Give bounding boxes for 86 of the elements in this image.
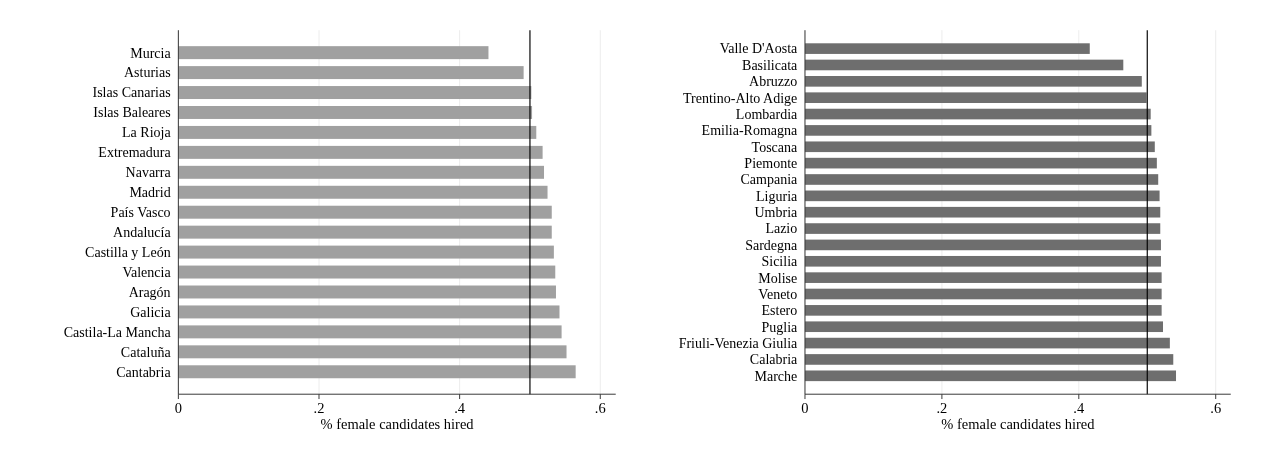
bar <box>804 43 1090 54</box>
y-tick-label: Toscana <box>751 139 799 155</box>
y-tick-label: Navarra <box>125 165 172 181</box>
bar <box>178 66 524 80</box>
y-tick-label: Basilicata <box>742 57 799 73</box>
y-tick-label: Emilia-Romagna <box>701 123 799 139</box>
x-tick-label: .4 <box>454 399 466 416</box>
y-tick-label: Castila-La Mancha <box>63 324 172 340</box>
y-tick-label: Molise <box>758 270 798 286</box>
y-tick-label: Campania <box>740 172 799 188</box>
x-axis-title: % female candidates hired <box>941 415 1096 432</box>
bar <box>804 92 1147 104</box>
y-tick-label: Valle D'Aosta <box>719 41 799 57</box>
y-tick-label: Sicilia <box>761 254 799 270</box>
y-tick-label: País Vasco <box>110 205 171 221</box>
bar <box>804 239 1161 251</box>
bar <box>178 185 548 199</box>
bar <box>178 365 576 379</box>
y-tick-label: Friuli-Venezia Giulia <box>678 335 799 351</box>
y-tick-label: Abruzzo <box>749 74 798 90</box>
bar <box>178 345 567 359</box>
y-tick-label: Cantabria <box>116 364 172 380</box>
bar <box>178 86 532 100</box>
bar <box>804 305 1162 316</box>
bar <box>804 76 1142 87</box>
x-tick-label: .2 <box>313 399 325 416</box>
x-tick-label: 0 <box>174 399 182 416</box>
y-tick-label: Marche <box>754 368 798 384</box>
y-tick-label: Estero <box>761 303 798 319</box>
y-tick-label: Cataluña <box>120 344 172 360</box>
bar <box>178 245 554 259</box>
x-tick-label: .6 <box>594 399 606 416</box>
bar <box>804 141 1155 153</box>
y-tick-label: Aragón <box>128 284 171 300</box>
y-tick-label: Lazio <box>765 221 798 237</box>
y-tick-label: Veneto <box>758 286 798 302</box>
bar <box>178 106 533 119</box>
y-tick-label: Piemonte <box>744 156 798 172</box>
bar <box>178 285 556 299</box>
bar <box>804 255 1161 267</box>
x-tick-label: .6 <box>1210 399 1222 416</box>
y-tick-label: Trentino-Alto Adige <box>683 90 798 106</box>
x-tick-label: 0 <box>801 399 809 416</box>
bar <box>804 206 1161 218</box>
y-tick-label: Calabria <box>749 352 799 368</box>
bar <box>804 174 1159 185</box>
bar <box>178 265 556 279</box>
y-tick-label: Madrid <box>129 185 171 201</box>
bar <box>178 125 537 139</box>
y-tick-label: Liguria <box>756 188 799 204</box>
y-tick-label: Galicia <box>130 304 172 320</box>
bar <box>804 157 1157 169</box>
bar <box>804 354 1174 365</box>
bar <box>804 59 1124 71</box>
bar <box>178 205 552 219</box>
y-tick-label: Valencia <box>122 264 172 280</box>
bar <box>804 321 1164 333</box>
bar <box>178 46 489 60</box>
bar <box>804 288 1162 300</box>
y-tick-label: Murcia <box>130 45 172 61</box>
x-tick-label: .2 <box>936 399 948 416</box>
bar <box>804 370 1177 382</box>
y-tick-label: Umbria <box>754 205 799 221</box>
bar <box>178 325 562 339</box>
bar <box>804 272 1162 283</box>
y-tick-label: Andalucía <box>113 225 172 241</box>
x-axis-title: % female candidates hired <box>320 415 475 432</box>
y-tick-label: Islas Baleares <box>93 105 171 121</box>
y-tick-label: Extremadura <box>98 145 172 161</box>
bar <box>804 337 1170 349</box>
bar <box>178 305 560 319</box>
bar <box>804 190 1160 202</box>
bar <box>804 108 1151 120</box>
x-tick-label: .4 <box>1073 399 1085 416</box>
y-tick-label: Sardegna <box>745 237 799 253</box>
y-tick-label: La Rioja <box>122 125 172 141</box>
y-tick-label: Asturias <box>123 65 171 81</box>
y-tick-label: Castilla y León <box>85 245 171 260</box>
y-tick-label: Puglia <box>761 319 799 335</box>
bar <box>178 165 545 179</box>
y-tick-label: Islas Canarias <box>92 85 171 101</box>
y-tick-label: Lombardia <box>735 106 799 122</box>
bar <box>804 125 1152 136</box>
bar <box>178 145 543 159</box>
bar <box>804 223 1161 234</box>
bar <box>178 225 552 239</box>
